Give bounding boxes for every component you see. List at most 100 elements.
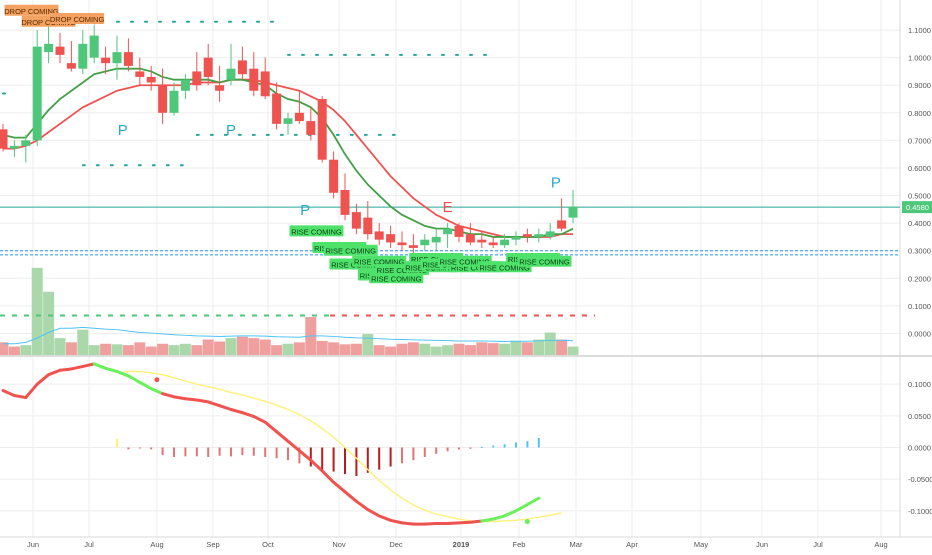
macd-line-segment bbox=[183, 397, 199, 402]
candle-body bbox=[237, 60, 247, 75]
drop-coming-label: DROP COMING bbox=[4, 4, 59, 16]
candle-body bbox=[158, 85, 168, 113]
volume-bar bbox=[168, 345, 180, 355]
volume-bar bbox=[54, 338, 66, 355]
macd-line-segment bbox=[377, 514, 393, 522]
macd-line-segment bbox=[446, 521, 461, 525]
oscillator-axis-tick-label: -0.0500 bbox=[908, 475, 932, 484]
macd-histogram-bar bbox=[332, 447, 335, 472]
volume-bar bbox=[8, 346, 20, 355]
time-axis-tick-label: Aug bbox=[150, 540, 163, 549]
volume-bar bbox=[122, 345, 134, 355]
volume-bar bbox=[179, 343, 191, 355]
rise-coming-label-text: RISE COMING bbox=[377, 266, 428, 275]
volume-bar bbox=[362, 333, 374, 355]
macd-histogram-bar bbox=[252, 447, 255, 456]
macd-line-segment bbox=[92, 362, 108, 370]
oscillator-axis-tick-label: 0.0500 bbox=[908, 412, 931, 421]
volume-ma-line bbox=[3, 326, 574, 345]
rise-coming-label-bg bbox=[352, 255, 407, 267]
macd-line-segment bbox=[35, 373, 51, 386]
oscillator-axis-tick-label: 0.1000 bbox=[908, 380, 931, 389]
macd-histogram-bar bbox=[150, 447, 153, 450]
macd-line-segment bbox=[24, 382, 39, 399]
volume-bar bbox=[339, 344, 351, 355]
time-axis-tick-label: Feb bbox=[513, 540, 526, 549]
time-axis-tick-label: Jun bbox=[756, 540, 768, 549]
candle-body bbox=[226, 68, 236, 80]
candle-body bbox=[0, 129, 8, 149]
candle-body bbox=[215, 85, 225, 91]
signal-letter-mark: E bbox=[443, 199, 453, 216]
volume-bar bbox=[77, 329, 89, 355]
macd-histogram-bar bbox=[218, 447, 221, 456]
macd-histogram-bar bbox=[173, 447, 175, 457]
rise-coming-label-text: RISE COMING bbox=[439, 258, 490, 267]
macd-line-segment bbox=[286, 439, 301, 453]
macd-histogram-bar bbox=[309, 447, 312, 467]
macd-line-segment bbox=[480, 517, 495, 523]
candle-body bbox=[431, 236, 441, 243]
macd-line-segment bbox=[297, 449, 313, 462]
drop-coming-label-bg bbox=[4, 4, 59, 16]
macd-histogram-bar bbox=[515, 442, 517, 448]
time-axis-tick-label: Oct bbox=[262, 540, 275, 549]
macd-histogram-bar bbox=[526, 441, 529, 448]
candles bbox=[0, 24, 578, 254]
candle-body bbox=[534, 234, 544, 237]
time-axis-tick-label: Mar bbox=[570, 540, 583, 549]
price-axis-tick-label: 0.2000 bbox=[908, 274, 931, 283]
volume-bar bbox=[510, 340, 522, 355]
macd-line-segment bbox=[195, 398, 210, 404]
macd-histogram-bar bbox=[412, 447, 415, 461]
macd-line-segment bbox=[1, 389, 16, 398]
macd-histogram-bar bbox=[435, 447, 438, 454]
price-axis-tick-label: 0.1000 bbox=[908, 302, 931, 311]
rise-coming-label-bg bbox=[323, 244, 378, 256]
candle-body bbox=[386, 234, 396, 243]
candle-body bbox=[9, 145, 19, 149]
candle-body bbox=[66, 63, 76, 69]
candle-body bbox=[522, 234, 532, 237]
volume-bar bbox=[407, 342, 419, 355]
macd-histogram-bar bbox=[480, 446, 483, 448]
volume-bar bbox=[111, 344, 123, 355]
macd-histogram-bar bbox=[161, 447, 164, 456]
macd-histogram-bar bbox=[389, 447, 392, 467]
macd-cross-dot bbox=[154, 377, 160, 383]
macd-line-segment bbox=[320, 469, 336, 484]
macd-line-segment bbox=[115, 370, 130, 378]
volume-bar bbox=[259, 339, 271, 355]
time-axis-tick-label: Apr bbox=[626, 540, 638, 549]
candle-body bbox=[397, 242, 407, 246]
volume-bar bbox=[396, 343, 408, 355]
macd-line-segment bbox=[275, 430, 290, 443]
price-axis-tick-label: 1.0000 bbox=[908, 54, 931, 63]
time-axis-tick-label: May bbox=[694, 540, 708, 549]
last-price-tag bbox=[902, 201, 932, 214]
rise-coming-label-text: RISE COMING bbox=[354, 258, 405, 267]
volume-bar bbox=[556, 339, 568, 355]
oscillator-axis-tick-label: -0.1000 bbox=[908, 507, 932, 516]
candle-body bbox=[443, 228, 453, 235]
candle-body bbox=[511, 236, 521, 240]
rise-coming-label: RISE COMING bbox=[289, 225, 344, 237]
candle-body bbox=[260, 71, 270, 97]
macd-histogram-bar bbox=[537, 438, 540, 448]
macd-histogram-bar bbox=[230, 447, 232, 457]
volume-bar bbox=[0, 342, 9, 355]
macd-histogram-bar bbox=[378, 447, 381, 470]
volume-bar bbox=[202, 339, 214, 355]
time-axis-tick-label: Jul bbox=[813, 540, 823, 549]
rise-coming-label-bg bbox=[517, 255, 572, 267]
volume-bar bbox=[316, 340, 328, 355]
volume-bar bbox=[271, 345, 283, 355]
signal-letter-mark: P bbox=[226, 122, 236, 139]
macd-histogram-bar bbox=[127, 447, 130, 450]
time-axis-tick-label: Jun bbox=[27, 540, 39, 549]
volume-bar bbox=[191, 345, 203, 355]
macd-line-segment bbox=[149, 387, 165, 396]
macd-histogram-bar bbox=[298, 447, 301, 464]
candle-body bbox=[180, 79, 190, 91]
volume-bar bbox=[567, 346, 579, 355]
